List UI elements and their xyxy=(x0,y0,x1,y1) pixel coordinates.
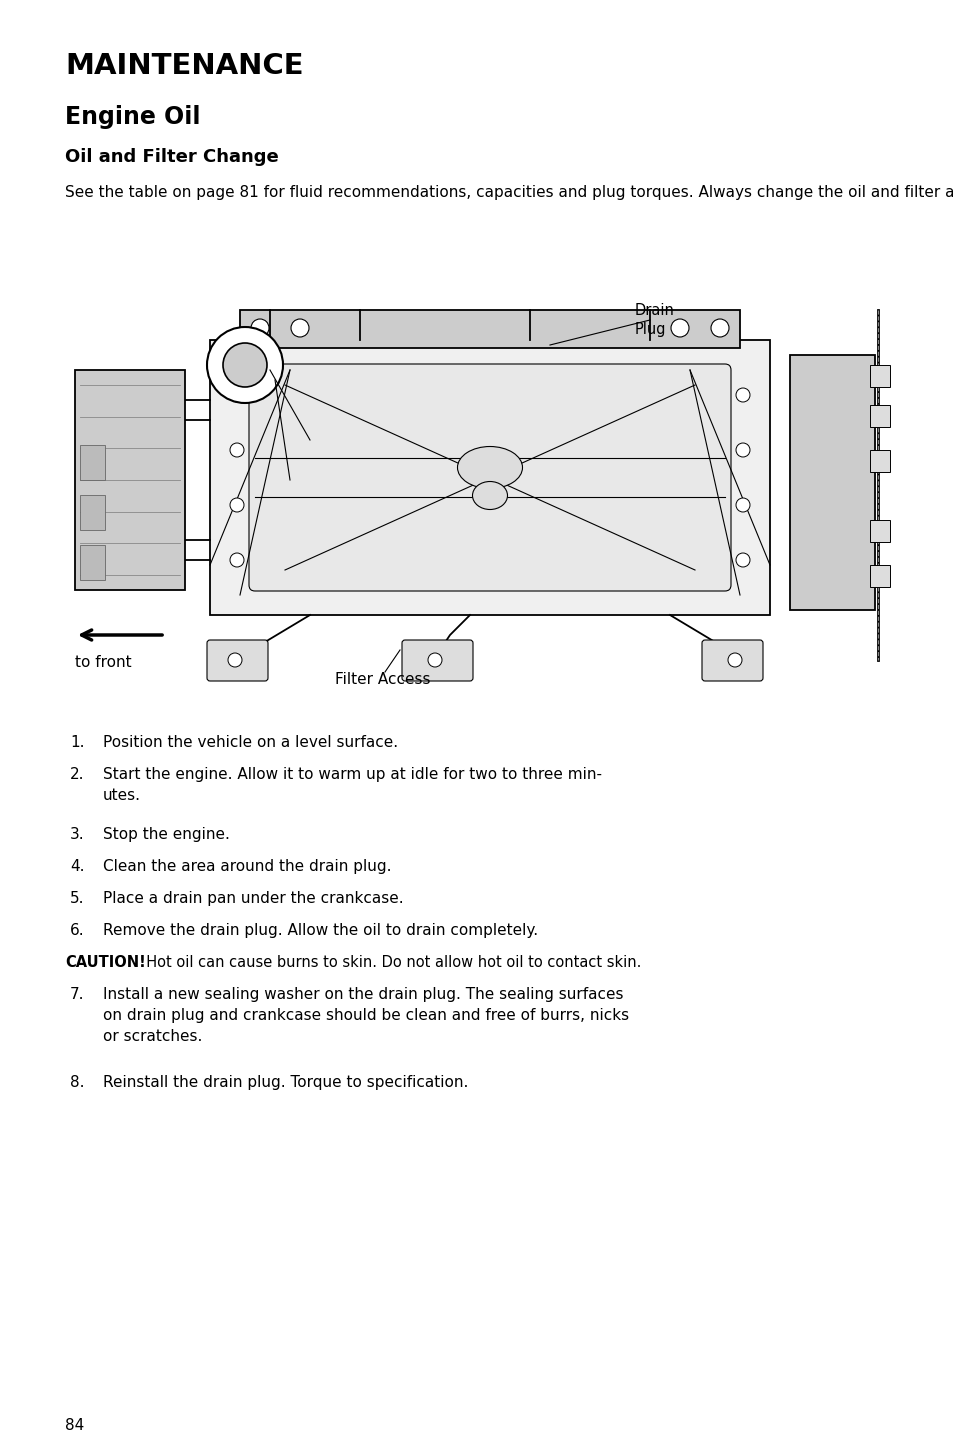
Text: Clean the area around the drain plug.: Clean the area around the drain plug. xyxy=(103,859,391,874)
Circle shape xyxy=(735,499,749,512)
FancyBboxPatch shape xyxy=(207,640,268,680)
Circle shape xyxy=(735,443,749,457)
Text: Position the vehicle on a level surface.: Position the vehicle on a level surface. xyxy=(103,736,397,750)
FancyBboxPatch shape xyxy=(210,340,769,615)
Text: Stop the engine.: Stop the engine. xyxy=(103,827,230,842)
Text: Start the engine. Allow it to warm up at idle for two to three min-
utes.: Start the engine. Allow it to warm up at… xyxy=(103,768,601,803)
Text: Reinstall the drain plug. Torque to specification.: Reinstall the drain plug. Torque to spec… xyxy=(103,1075,468,1090)
Circle shape xyxy=(727,653,741,667)
Circle shape xyxy=(230,443,244,457)
Bar xyxy=(869,365,889,387)
Text: Remove the drain plug. Allow the oil to drain completely.: Remove the drain plug. Allow the oil to … xyxy=(103,923,537,938)
Text: See the table on page 81 for fluid recommendations, capacities and plug torques.: See the table on page 81 for fluid recom… xyxy=(65,185,953,201)
Text: 8.: 8. xyxy=(70,1075,85,1090)
Circle shape xyxy=(230,499,244,512)
Circle shape xyxy=(223,343,267,387)
Bar xyxy=(869,406,889,427)
Text: 6.: 6. xyxy=(70,923,85,938)
Bar xyxy=(869,521,889,542)
Circle shape xyxy=(735,388,749,401)
Circle shape xyxy=(251,318,269,337)
Circle shape xyxy=(735,553,749,567)
Bar xyxy=(80,545,105,580)
Circle shape xyxy=(670,318,688,337)
Text: 5.: 5. xyxy=(70,891,85,906)
Bar xyxy=(869,566,889,587)
Bar xyxy=(80,494,105,531)
Circle shape xyxy=(428,653,441,667)
Text: Install a new sealing washer on the drain plug. The sealing surfaces
on drain pl: Install a new sealing washer on the drai… xyxy=(103,987,628,1044)
Text: Oil and Filter Change: Oil and Filter Change xyxy=(65,148,278,166)
Text: Engine Oil: Engine Oil xyxy=(65,105,200,129)
Circle shape xyxy=(710,318,728,337)
FancyBboxPatch shape xyxy=(249,364,730,590)
Text: Drain
Plug: Drain Plug xyxy=(635,302,674,336)
Text: 84: 84 xyxy=(65,1418,84,1434)
Text: MAINTENANCE: MAINTENANCE xyxy=(65,52,303,80)
Bar xyxy=(789,355,874,611)
Circle shape xyxy=(230,388,244,401)
Text: to front: to front xyxy=(75,654,132,670)
Ellipse shape xyxy=(457,446,522,489)
Text: 2.: 2. xyxy=(70,768,85,782)
Text: 3.: 3. xyxy=(70,827,85,842)
Text: Place a drain pan under the crankcase.: Place a drain pan under the crankcase. xyxy=(103,891,403,906)
Text: Filter Access: Filter Access xyxy=(335,672,430,686)
Circle shape xyxy=(230,553,244,567)
Text: 4.: 4. xyxy=(70,859,85,874)
Bar xyxy=(240,310,740,348)
Bar xyxy=(869,449,889,473)
Bar xyxy=(80,445,105,480)
Bar xyxy=(75,369,185,590)
Circle shape xyxy=(228,653,242,667)
FancyBboxPatch shape xyxy=(401,640,473,680)
Text: CAUTION!: CAUTION! xyxy=(65,955,146,970)
Text: Hot oil can cause burns to skin. Do not allow hot oil to contact skin.: Hot oil can cause burns to skin. Do not … xyxy=(137,955,640,970)
Circle shape xyxy=(207,327,283,403)
Text: 7.: 7. xyxy=(70,987,85,1002)
Circle shape xyxy=(291,318,309,337)
Text: 1.: 1. xyxy=(70,736,85,750)
Ellipse shape xyxy=(472,481,507,509)
FancyBboxPatch shape xyxy=(701,640,762,680)
